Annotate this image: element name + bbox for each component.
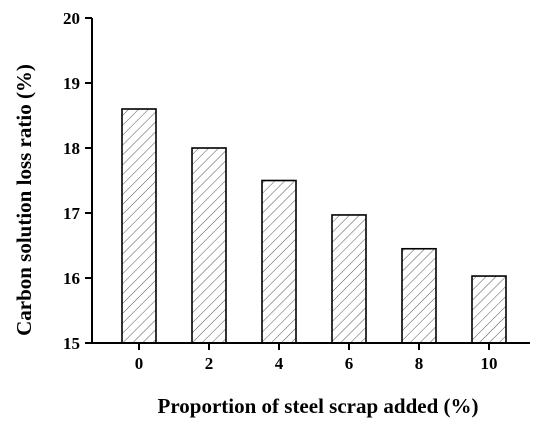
y-tick-label: 15 xyxy=(63,334,80,353)
y-tick-label: 19 xyxy=(63,74,80,93)
x-tick-label: 8 xyxy=(415,354,424,373)
x-tick-label: 6 xyxy=(345,354,354,373)
bar-2 xyxy=(191,147,227,344)
x-tick-label: 4 xyxy=(275,354,284,373)
y-axis-ticks: 15 16 17 18 19 20 xyxy=(63,9,92,353)
x-tick-label: 10 xyxy=(481,354,498,373)
x-tick-label: 0 xyxy=(135,354,144,373)
bar-6 xyxy=(331,214,367,344)
x-tick-label: 2 xyxy=(205,354,214,373)
x-axis-title: Proportion of steel scrap added (%) xyxy=(158,394,479,418)
y-tick-label: 20 xyxy=(63,9,80,28)
y-tick-label: 18 xyxy=(63,139,80,158)
bar-0 xyxy=(121,108,157,344)
y-tick-label: 17 xyxy=(63,204,81,223)
bar-10 xyxy=(471,275,507,344)
y-axis-title: Carbon solution loss ratio (%) xyxy=(12,64,36,336)
bar-4 xyxy=(261,179,297,344)
bar-series xyxy=(121,108,507,344)
y-tick-label: 16 xyxy=(63,269,80,288)
x-axis-ticks: 0 2 4 6 8 10 xyxy=(135,343,498,373)
bar-8 xyxy=(401,247,437,344)
